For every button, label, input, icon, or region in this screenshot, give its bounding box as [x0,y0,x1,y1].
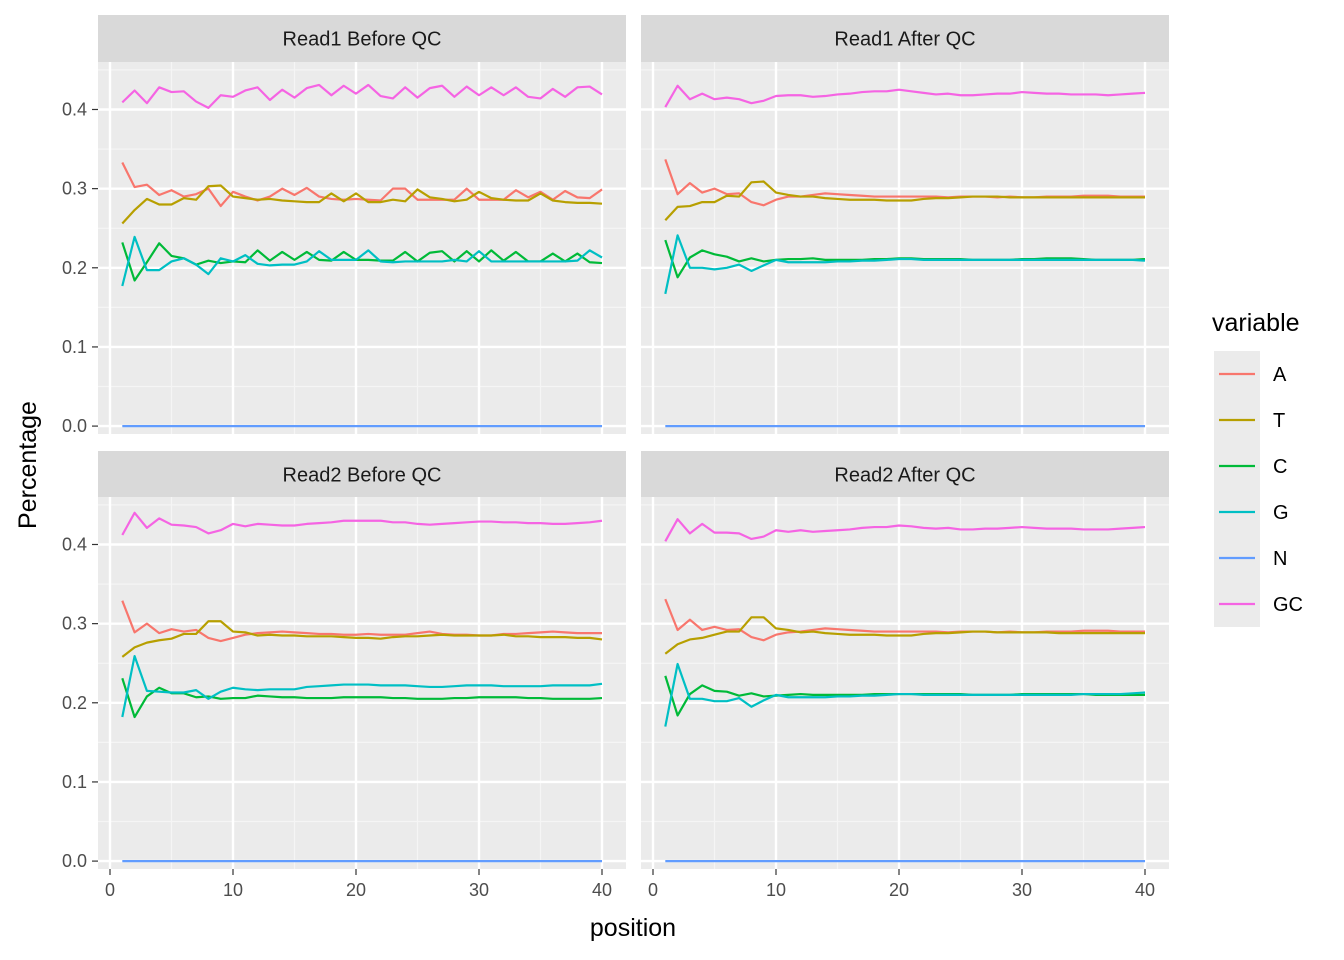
y-tick-label: 0.2 [62,693,87,713]
y-tick-label: 0.1 [62,772,87,792]
plot-panel-background [98,62,626,434]
legend-label: N [1273,548,1287,570]
y-tick-label: 0.3 [62,179,87,199]
x-tick-label: 10 [223,880,243,900]
facet-title: Read1 Before QC [283,29,442,51]
series-line-t [664,616,1145,655]
y-tick-label: 0.4 [62,534,87,554]
series-line-g [121,654,603,718]
facet-title: Read2 Before QC [283,465,442,487]
y-axis-title: Percentage [14,401,42,529]
facet-title: Read2 After QC [834,465,975,487]
y-tick-label: 0.0 [62,851,87,871]
x-tick-label: 20 [346,880,366,900]
facet-strip [641,451,1169,498]
y-tick-label: 0.0 [62,416,87,436]
series-line-gc [664,518,1146,542]
series-line-t [121,620,603,658]
series-line-gc [121,511,603,536]
legend: variable A T C G N GC [1212,309,1303,627]
series-line-g [664,234,1146,295]
x-tick-label: 30 [469,880,489,900]
plot-panel-background [98,497,626,869]
x-tick-label: 20 [889,880,909,900]
panels-layer: Read1 Before QC 0.0 0.1 0.2 0.3 0.4 Read1 Afte… [62,15,1169,900]
legend-label: T [1273,410,1285,432]
legend-label: G [1273,502,1289,524]
series-line-a [664,598,1145,642]
facet-strip [98,451,626,498]
facet-strip [98,15,626,62]
x-tick-label: 40 [1135,880,1155,900]
x-tick-label: 40 [592,880,612,900]
series-line-c [121,677,603,719]
series-line-a [121,600,602,643]
x-axis-title: position [590,914,676,942]
series-line-g [121,235,603,287]
legend-label: A [1273,364,1287,386]
facet-panel: Read1 Before QC 0.0 0.1 0.2 0.3 0.4 [62,15,626,436]
y-tick-label: 0.4 [62,99,87,119]
facet-title: Read1 After QC [834,29,975,51]
y-tick-label: 0.3 [62,614,87,634]
facet-strip [641,15,1169,62]
series-line-t [121,184,603,225]
facet-panel: Read2 Before QC 0.0 0.1 0.2 0.3 0.4 0 10 20 30 40 [62,451,626,900]
x-tick-label: 0 [648,880,658,900]
facet-panel: Read1 After QC [641,15,1169,434]
facet-panel: Read2 After QC 0 10 20 30 40 [641,451,1169,900]
x-tick-label: 30 [1012,880,1032,900]
series-line-gc [664,84,1146,108]
y-tick-label: 0.1 [62,337,87,357]
plot-panel-background [641,62,1169,434]
legend-title: variable [1212,309,1300,337]
legend-label: C [1273,456,1287,478]
series-line-gc [121,83,603,110]
series-line-t [664,180,1145,222]
legend-label: GC [1273,594,1303,616]
plot-panel-background [641,497,1169,869]
series-line-g [664,662,1146,727]
x-tick-label: 0 [105,880,115,900]
series-line-c [121,242,603,282]
x-tick-label: 10 [766,880,786,900]
y-tick-label: 0.2 [62,258,87,278]
